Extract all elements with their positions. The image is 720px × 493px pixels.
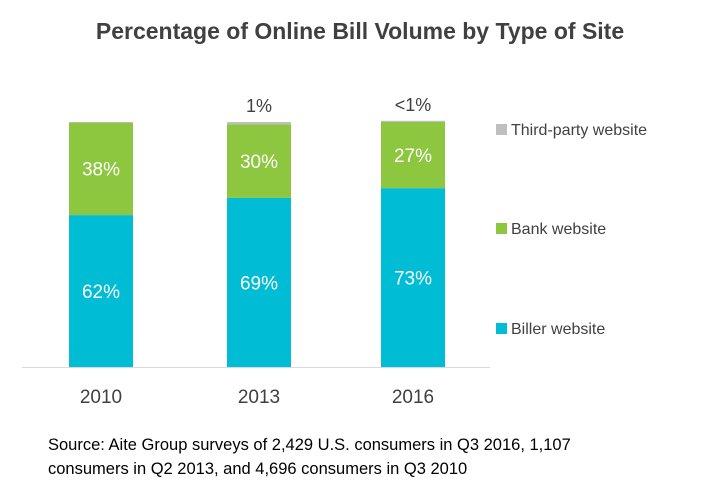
data-label-biller-website-2010: 62% (82, 282, 120, 303)
source-line-1: Source: Aite Group surveys of 2,429 U.S.… (48, 436, 571, 454)
data-label-bank-website-2013: 30% (240, 152, 278, 173)
bar-segment-biller-website-2013 (227, 197, 291, 367)
data-label-third-party-website-2013: 1% (246, 96, 272, 116)
data-label-bank-website-2016: 27% (394, 146, 432, 167)
bar-segment-biller-website-2010 (69, 215, 133, 367)
data-label-bank-website-2010: 38% (82, 160, 120, 181)
source-line-2: consumers in Q2 2013, and 4,696 consumer… (48, 460, 468, 478)
data-label-biller-website-2016: 73% (394, 269, 432, 290)
bar-segment-third-party-website-2016 (381, 120, 445, 122)
bar-segment-third-party-website-2010 (69, 122, 133, 123)
x-tick-label-2016: 2016 (392, 387, 434, 408)
legend-label-bank-website: Bank website (511, 221, 606, 238)
x-tick-label-2013: 2013 (238, 387, 280, 408)
bar-segment-bank-website-2013 (227, 124, 291, 198)
source-note: Source: Aite Group surveys of 2,429 U.S.… (48, 433, 688, 481)
data-label-third-party-website-2016: <1% (395, 95, 432, 115)
chart-title: Percentage of Online Bill Volume by Type… (95, 18, 625, 44)
data-label-biller-website-2013: 69% (240, 273, 278, 294)
legend-swatch-bank-website (496, 223, 507, 234)
legend-swatch-third-party-website (496, 124, 507, 135)
bar-segment-third-party-website-2013 (227, 122, 291, 125)
bar-segment-bank-website-2010 (69, 122, 133, 216)
legend-swatch-biller-website (496, 323, 507, 334)
bar-segment-biller-website-2016 (381, 188, 445, 367)
legend-label-biller-website: Biller website (511, 321, 605, 338)
bar-segment-bank-website-2016 (381, 122, 445, 189)
legend-label-third-party-website: Third-party website (511, 122, 647, 139)
x-tick-label-2010: 2010 (80, 387, 122, 408)
